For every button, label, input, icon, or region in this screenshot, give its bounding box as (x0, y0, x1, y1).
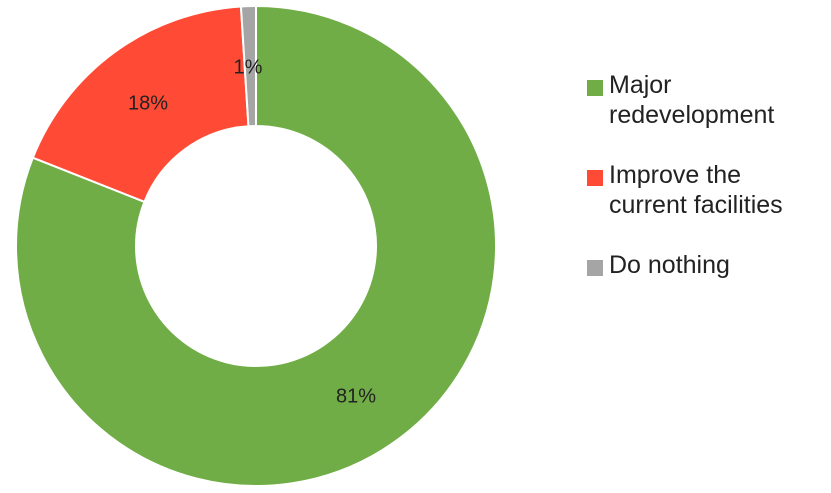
legend-item-improve-current-facilities: Improve the current facilities (587, 160, 827, 220)
legend-item-major-redevelopment: Major redevelopment (587, 70, 827, 130)
data-label-improve-the-current-facilities: 18% (128, 92, 168, 114)
donut-slice-improve-the-current-facilities (31, 5, 250, 204)
donut-slice-do-nothing (239, 4, 257, 128)
data-label-do-nothing: 1% (234, 56, 263, 78)
legend-swatch-improve-current-facilities (587, 170, 603, 186)
legend-label-major-redevelopment: Major redevelopment (609, 71, 775, 129)
data-label-major-redevelopment: 81% (336, 385, 376, 407)
legend-label-do-nothing: Do nothing (609, 251, 730, 279)
donut-slice-major-redevelopment (15, 4, 497, 487)
legend-item-do-nothing: Do nothing (587, 250, 827, 280)
legend: Major redevelopment Improve the current fa… (587, 70, 827, 310)
legend-label-improve-current-facilities: Improve the current facilities (609, 161, 783, 219)
legend-swatch-major-redevelopment (587, 80, 603, 96)
legend-swatch-do-nothing (587, 260, 603, 276)
